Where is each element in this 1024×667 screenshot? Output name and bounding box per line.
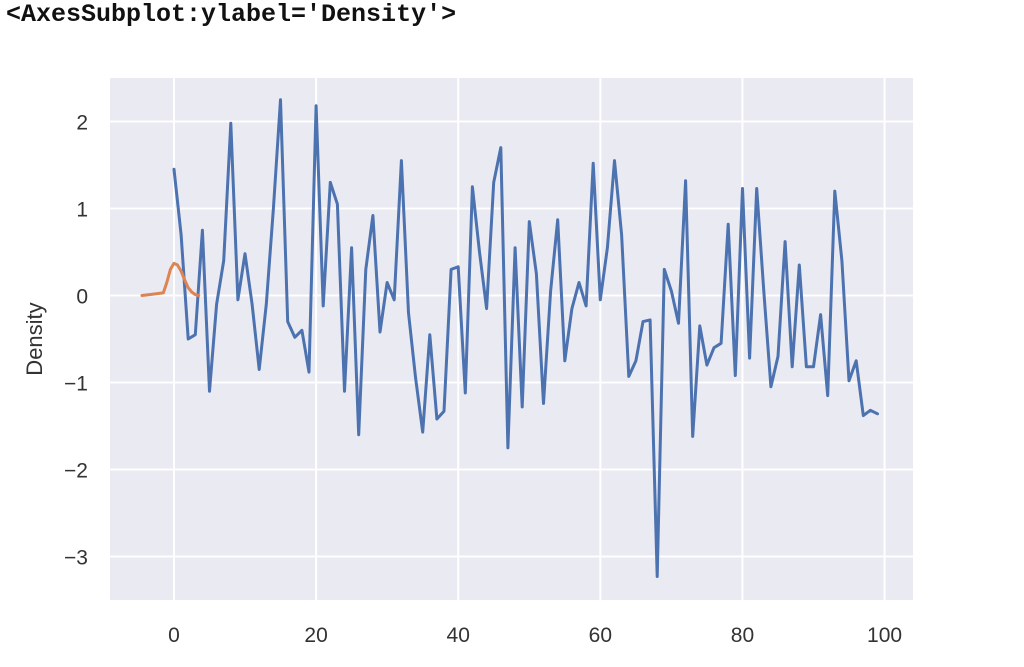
y-tick-label: −1 [64, 373, 88, 396]
tick-labels: 0 20 40 60 80 100 2 1 0 −1 −2 −3 [64, 112, 902, 648]
series-lines [140, 98, 879, 578]
grid-lines [110, 78, 913, 600]
y-tick-label: 1 [76, 199, 88, 222]
x-tick-label: 60 [589, 624, 612, 647]
output-repr-text: <AxesSubplot:ylabel='Density'> [6, 0, 457, 29]
y-tick-label: 0 [76, 286, 88, 309]
y-tick-label: −2 [64, 460, 88, 483]
series-line-orange [140, 261, 201, 297]
series-line-blue [172, 98, 879, 578]
y-axis-label: Density [22, 302, 47, 375]
x-tick-label: 20 [304, 624, 327, 647]
y-tick-label: −3 [64, 547, 88, 570]
y-tick-label: 2 [76, 112, 88, 135]
x-tick-label: 100 [867, 624, 902, 647]
x-tick-label: 40 [447, 624, 470, 647]
x-tick-label: 0 [168, 624, 180, 647]
x-tick-label: 80 [731, 624, 754, 647]
